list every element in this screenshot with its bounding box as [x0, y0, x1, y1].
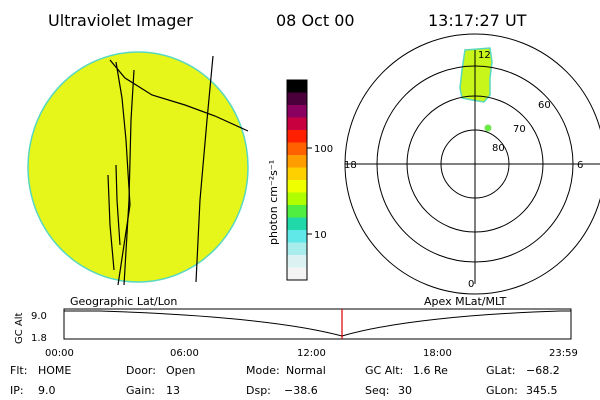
dsp-label: Dsp:	[246, 384, 271, 397]
mlt-label-18: 18	[344, 160, 357, 171]
colorbar-segment	[287, 242, 307, 256]
ip-value: 9.0	[38, 384, 56, 397]
colorbar-segment	[287, 117, 307, 131]
flight-value: HOME	[38, 364, 71, 377]
altitude-axis-label: GC Alt	[14, 312, 25, 344]
observation-time: 13:17:27 UT	[428, 11, 527, 30]
gain-value: 13	[166, 384, 180, 397]
colorbar-segment	[287, 267, 307, 281]
glon-value: 345.5	[526, 384, 558, 397]
time-tick-0600: 06:00	[170, 348, 199, 359]
altitude-ytick-low: 1.8	[31, 333, 47, 344]
colorbar-segment	[287, 130, 307, 143]
colorbar-segment	[287, 142, 307, 156]
glat-value: −68.2	[526, 364, 560, 377]
ip-label: IP:	[10, 384, 24, 397]
time-tick-2359: 23:59	[549, 348, 578, 359]
mlat-label-70: 70	[513, 124, 526, 135]
dsp-value: −38.6	[284, 384, 318, 397]
altitude-curve	[64, 310, 571, 337]
colorbar-segment	[287, 230, 307, 243]
colorbar-segment	[287, 180, 307, 193]
colorbar-tick-label-100: 100	[314, 144, 333, 155]
mode-value: Normal	[286, 364, 326, 377]
time-tick-0000: 00:00	[45, 348, 74, 359]
colorbar-tick-label-10: 10	[314, 230, 327, 241]
gc-alt-label: GC Alt:	[365, 364, 403, 377]
colorbar-segment	[287, 92, 307, 106]
colorbar-segment	[287, 167, 307, 181]
mlt-label-6: 6	[577, 160, 583, 171]
instrument-title: Ultraviolet Imager	[48, 11, 193, 30]
aurora-spot	[484, 124, 492, 132]
mlat-label-60: 60	[538, 100, 551, 111]
seq-label: Seq:	[365, 384, 389, 397]
colorbar-segment	[287, 192, 307, 206]
time-tick-1200: 12:00	[297, 348, 326, 359]
colorbar-segment	[287, 155, 307, 168]
geographic-panel-label: Geographic Lat/Lon	[70, 295, 177, 308]
mode-label: Mode:	[246, 364, 280, 377]
gc-alt-value: 1.6 Re	[413, 364, 448, 377]
polar-plot-panel: 12 18 6 0 60 70 80	[344, 33, 600, 295]
altitude-plot-frame	[63, 308, 572, 340]
earth-disk	[27, 51, 249, 283]
colorbar-segment	[287, 105, 307, 118]
glon-label: GLon:	[486, 384, 518, 397]
colorbar-segment	[287, 255, 307, 268]
colorbar-segment	[287, 205, 307, 218]
mlt-label-12: 12	[478, 50, 491, 61]
coastline-overlay	[107, 55, 249, 286]
observation-date: 08 Oct 00	[276, 11, 355, 30]
glat-label: GLat:	[486, 364, 515, 377]
geographic-image-panel	[27, 51, 249, 286]
door-label: Door:	[126, 364, 156, 377]
status-footer: Flt: HOME IP: 9.0 Door: Open Gain: 13 Mo…	[10, 364, 560, 397]
mlat-label-80: 80	[492, 143, 505, 154]
colorbar-unit-label: photon cm⁻²s⁻¹	[267, 160, 280, 245]
polar-panel-label: Apex MLat/MLT	[424, 295, 507, 308]
flight-label: Flt:	[10, 364, 27, 377]
door-value: Open	[166, 364, 195, 377]
altitude-ytick-high: 9.0	[31, 311, 47, 322]
seq-value: 30	[398, 384, 412, 397]
gain-label: Gain:	[126, 384, 155, 397]
intensity-colorbar	[286, 79, 308, 281]
aurora-blob	[459, 47, 493, 103]
colorbar-segment	[287, 80, 307, 93]
time-tick-1800: 18:00	[423, 348, 452, 359]
mlt-label-0: 0	[468, 279, 474, 290]
colorbar-segment	[287, 217, 307, 231]
colorbar-frame	[286, 79, 308, 281]
altitude-timeline: GC Alt 9.0 1.8 00:00 06:00 12:00 18:00 2…	[14, 308, 578, 359]
